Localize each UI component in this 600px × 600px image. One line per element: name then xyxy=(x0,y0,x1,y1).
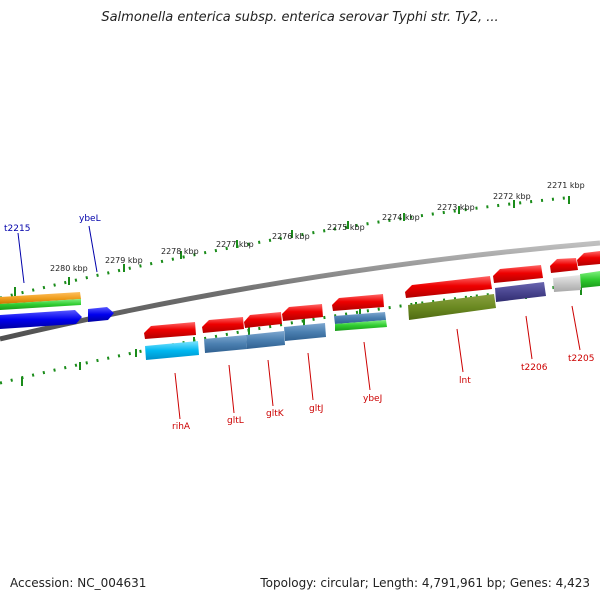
gene-ybeJ-domain-green[interactable] xyxy=(335,320,387,331)
kbp-label: 2273 kbp xyxy=(437,203,475,212)
accession-text: Accession: NC_004631 xyxy=(10,576,147,590)
gene-t2205-domain[interactable] xyxy=(553,275,581,292)
gene-gltJ[interactable] xyxy=(282,304,323,321)
kbp-label: 2275 kbp xyxy=(327,223,365,232)
gene-rihA[interactable] xyxy=(144,322,196,339)
gene-ybeJ[interactable] xyxy=(332,294,384,311)
gene-ybeL[interactable] xyxy=(88,307,114,322)
gene-label-t2205: t2205 xyxy=(568,354,594,364)
gene-feature-green-right[interactable] xyxy=(580,271,600,288)
kbp-label: 2279 kbp xyxy=(105,256,143,265)
label-leader-lines xyxy=(17,225,581,420)
gene-gltK[interactable] xyxy=(244,312,282,328)
gene-feature-green[interactable] xyxy=(0,299,81,310)
genome-backbone xyxy=(0,240,600,342)
gene-lnt[interactable] xyxy=(405,276,492,298)
kbp-label: 2272 kbp xyxy=(493,192,531,201)
gene-rihA-domain[interactable] xyxy=(145,341,199,360)
kbp-label: 2278 kbp xyxy=(161,247,199,256)
gene-gltL-domain[interactable] xyxy=(204,335,247,353)
kbp-label: 2280 kbp xyxy=(50,264,88,273)
kbp-label: 2274 kbp xyxy=(382,213,420,222)
kbp-label: 2277 kbp xyxy=(216,240,254,249)
gene-label-gltJ: gltJ xyxy=(309,404,323,414)
gene-label-ybeJ: ybeJ xyxy=(363,394,382,404)
gene-gltL[interactable] xyxy=(202,317,244,333)
gene-label-t2206: t2206 xyxy=(521,363,548,373)
gene-label-t2215: t2215 xyxy=(4,224,30,234)
gene-ybeJ-domain-steel[interactable] xyxy=(334,312,386,324)
gene-t2206[interactable] xyxy=(493,265,543,283)
gene-gltK-domain[interactable] xyxy=(246,331,285,349)
outer-major-ticks xyxy=(14,196,570,296)
kbp-label: 2276 kbp xyxy=(272,232,310,241)
gene-feature-orange[interactable] xyxy=(0,292,81,304)
gene-t2205[interactable] xyxy=(550,258,578,273)
gene-label-rihA: rihA xyxy=(172,422,191,432)
topology-text: Topology: circular; Length: 4,791,961 bp… xyxy=(260,576,590,590)
gene-label-gltL: gltL xyxy=(227,416,244,426)
gene-t2206-domain[interactable] xyxy=(495,282,546,302)
gene-label-lnt: lnt xyxy=(459,376,471,386)
gene-label-gltK: gltK xyxy=(266,409,285,419)
gene-lnt-domain[interactable] xyxy=(408,294,496,320)
gene-t2215[interactable] xyxy=(0,310,82,329)
kbp-label: 2271 kbp xyxy=(547,181,585,190)
gene-feature-red-right[interactable] xyxy=(577,251,600,266)
gene-gltJ-domain[interactable] xyxy=(284,323,326,341)
map-title: Salmonella enterica subsp. enterica sero… xyxy=(101,10,499,25)
gene-label-ybeL: ybeL xyxy=(79,214,101,224)
